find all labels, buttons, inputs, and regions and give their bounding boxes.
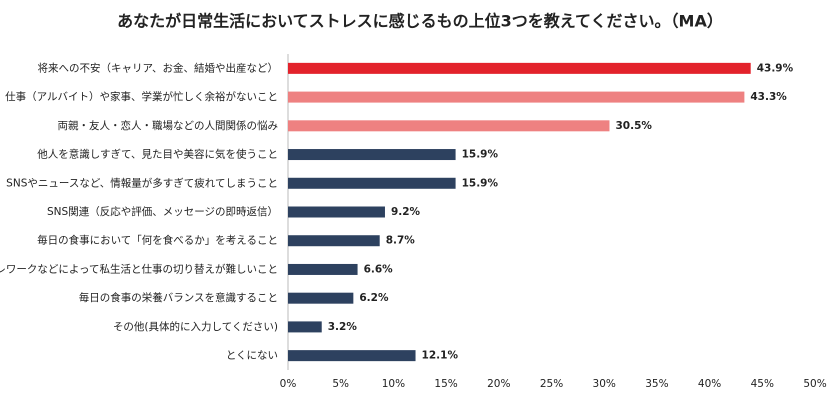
bar xyxy=(288,149,456,161)
x-tick-label: 25% xyxy=(540,378,563,390)
bar xyxy=(288,120,610,132)
x-tick-label: 30% xyxy=(593,378,616,390)
bar xyxy=(288,321,322,333)
bar xyxy=(288,177,456,189)
bar xyxy=(288,91,745,103)
value-label: 15.9% xyxy=(462,149,499,161)
y-tick-label: 毎日の食事において「何を食べるか」を考えること xyxy=(37,234,278,247)
x-tick-label: 15% xyxy=(434,378,457,390)
value-label: 12.1% xyxy=(422,350,459,362)
y-tick-label: テレワークなどによって私生活と仕事の切り替えが難しいこと xyxy=(0,262,278,275)
y-tick-label: SNS関連（反応や評価、メッセージの即時返信） xyxy=(47,205,278,218)
y-tick-label: 他人を意識しすぎて、見た目や美容に気を使うこと xyxy=(37,148,278,161)
x-tick-label: 40% xyxy=(698,378,721,390)
y-tick-label: 毎日の食事の栄養バランスを意識すること xyxy=(79,291,278,304)
bar xyxy=(288,263,358,275)
y-tick-label: その他(具体的に入力してください) xyxy=(113,320,278,333)
bar xyxy=(288,350,416,362)
bar xyxy=(288,235,380,247)
value-label: 9.2% xyxy=(391,206,421,218)
value-label: 8.7% xyxy=(386,235,416,247)
value-label: 6.6% xyxy=(364,263,394,275)
bar xyxy=(288,62,751,74)
value-label: 43.9% xyxy=(757,62,794,74)
value-label: 3.2% xyxy=(328,321,358,333)
chart-title: あなたが日常生活においてストレスに感じるもの上位3つを教えてください。（MA） xyxy=(117,12,723,31)
y-tick-label: とくにない xyxy=(226,350,278,362)
value-label: 15.9% xyxy=(462,177,499,189)
x-tick-label: 5% xyxy=(332,378,349,390)
y-tick-label: 仕事（アルバイト）や家事、学業が忙しく余裕がないこと xyxy=(5,90,278,103)
y-tick-label: 将来への不安（キャリア、お金、結婚や出産など） xyxy=(38,61,278,74)
x-tick-label: 10% xyxy=(382,378,405,390)
bar xyxy=(288,292,354,304)
value-label: 43.3% xyxy=(750,91,787,103)
x-tick-label: 35% xyxy=(645,378,668,390)
bar xyxy=(288,206,385,218)
value-label: 6.2% xyxy=(359,292,389,304)
y-tick-label: 両親・友人・恋人・職場などの人間関係の悩み xyxy=(58,119,279,132)
x-tick-label: 45% xyxy=(751,378,774,390)
x-tick-label: 50% xyxy=(803,378,826,390)
x-tick-label: 0% xyxy=(280,378,297,390)
value-label: 30.5% xyxy=(615,120,652,132)
y-tick-label: SNSやニュースなど、情報量が多すぎて疲れてしまうこと xyxy=(6,176,278,189)
x-tick-label: 20% xyxy=(487,378,510,390)
